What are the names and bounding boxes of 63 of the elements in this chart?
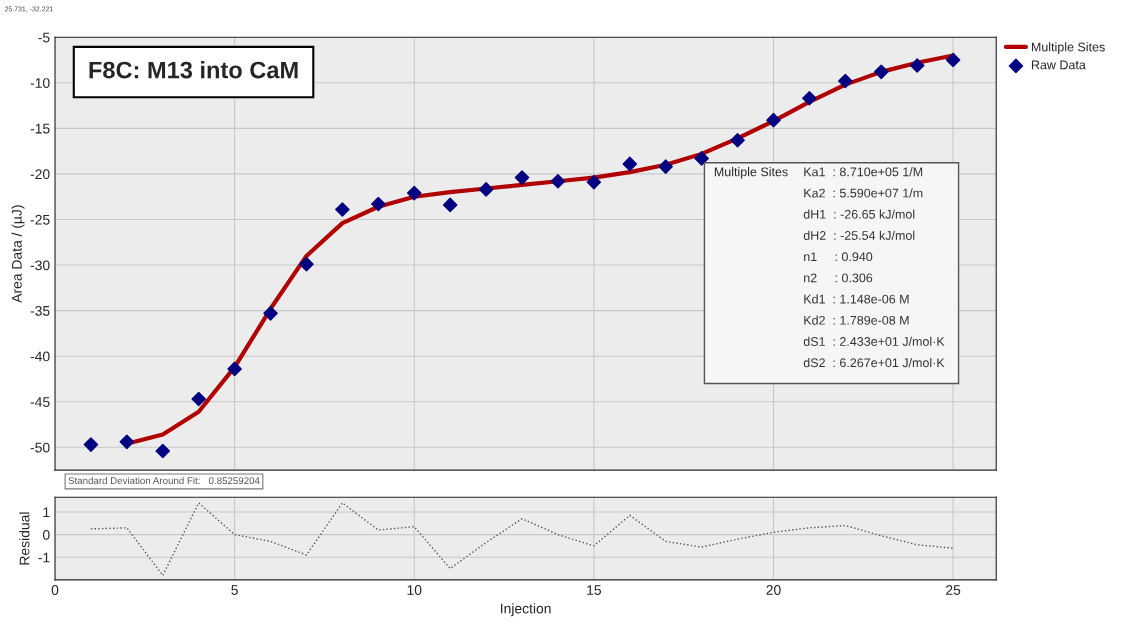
point bbox=[263, 306, 278, 321]
point bbox=[371, 196, 386, 212]
annotation: Kd2 : 1.789e-08 M bbox=[804, 315, 909, 325]
point bbox=[658, 159, 673, 174]
y-tick-label: -45 bbox=[30, 397, 50, 407]
y-tick-label: -25 bbox=[30, 214, 50, 225]
annotation: dS1 : 2.433e+01 J/mol·K bbox=[803, 336, 945, 346]
y-axis-title: Area Data / (µJ) bbox=[11, 205, 25, 303]
point bbox=[550, 173, 566, 189]
point bbox=[514, 170, 530, 185]
y-tick-label: -30 bbox=[30, 260, 50, 271]
point bbox=[83, 437, 99, 452]
x-tick-label: 10 bbox=[407, 585, 422, 595]
y-tick-label: -10 bbox=[30, 78, 50, 88]
y-tick-label: -35 bbox=[30, 305, 50, 316]
point bbox=[227, 361, 242, 377]
point bbox=[191, 391, 206, 407]
annotation: Ka2 : 5.590e+07 1/m bbox=[804, 188, 923, 198]
x-tick-label: 15 bbox=[587, 585, 602, 595]
x-tick-label: 25 bbox=[946, 585, 961, 595]
annotation: n2 : 0.306 bbox=[804, 273, 873, 283]
point bbox=[766, 112, 781, 128]
y-axis-title: Residual bbox=[19, 512, 30, 565]
annotation: n1 : 0.940 bbox=[804, 252, 873, 262]
point bbox=[945, 52, 961, 68]
point bbox=[622, 156, 638, 172]
point bbox=[802, 91, 817, 106]
point bbox=[406, 185, 422, 201]
point bbox=[730, 132, 745, 148]
text: Standard Deviation Around Fit: 0.85259204 bbox=[68, 476, 260, 485]
line-series bbox=[90, 502, 954, 577]
point bbox=[119, 434, 135, 450]
y-tick-label: -20 bbox=[30, 169, 50, 180]
annotation: Ka1 : 8.710e+05 1/M bbox=[804, 167, 923, 177]
point bbox=[478, 182, 494, 197]
annotation: Multiple Sites bbox=[714, 167, 788, 179]
y-tick-label: -15 bbox=[30, 123, 50, 134]
x-axis-title: Injection bbox=[501, 603, 551, 617]
x-tick-label: 0 bbox=[51, 585, 59, 595]
annotation: Kd1 : 1.148e-06 M bbox=[804, 294, 909, 304]
point bbox=[335, 202, 350, 217]
y-tick-label: 1 bbox=[43, 507, 50, 517]
annotation: dH2 : -25.54 kJ/mol bbox=[803, 230, 915, 240]
text: F8C: M13 into CaM bbox=[89, 61, 298, 79]
y-tick-label: -1 bbox=[38, 552, 50, 563]
y-tick-label: -5 bbox=[38, 32, 50, 43]
x-tick-label: 20 bbox=[766, 585, 781, 595]
point bbox=[155, 443, 171, 459]
legend-label: Raw Data bbox=[1031, 60, 1086, 70]
y-tick-label: -50 bbox=[30, 442, 50, 453]
point bbox=[694, 151, 709, 166]
point bbox=[838, 73, 853, 89]
y-tick-label: 0 bbox=[42, 529, 50, 540]
point bbox=[299, 256, 314, 272]
y-tick-label: -40 bbox=[30, 351, 50, 362]
point bbox=[442, 197, 458, 213]
x-tick-label: 5 bbox=[231, 585, 238, 595]
point bbox=[873, 64, 889, 80]
point bbox=[586, 174, 602, 190]
legend-label: Multiple Sites bbox=[1031, 42, 1105, 54]
point bbox=[909, 58, 925, 73]
annotation: dH1 : -26.65 kJ/mol bbox=[803, 209, 915, 219]
annotation: dS2 : 6.267e+01 J/mol·K bbox=[803, 357, 945, 368]
